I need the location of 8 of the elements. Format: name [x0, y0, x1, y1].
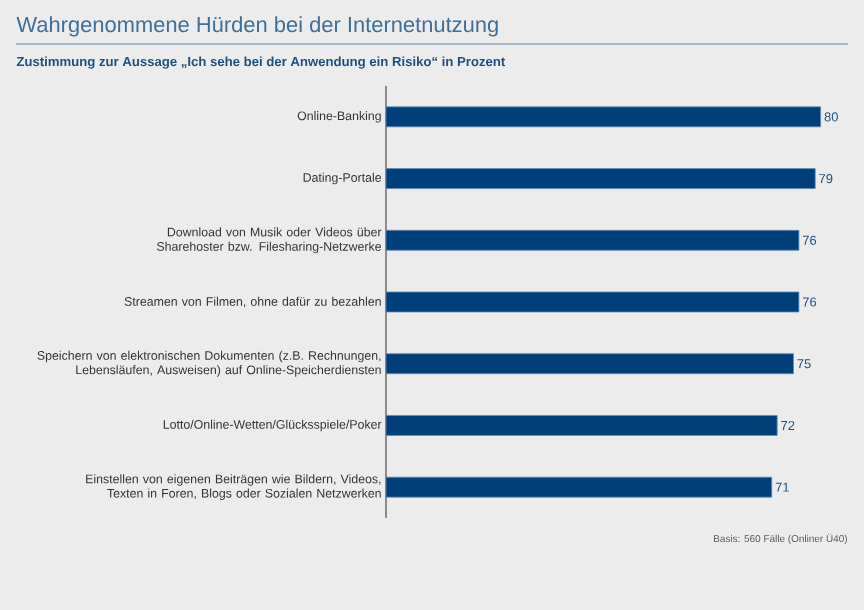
bar	[385, 415, 778, 436]
bar	[385, 476, 773, 498]
chart-title: Wahrgenommene Hürden bei der Internetnutzung	[16, 16, 498, 37]
bar	[385, 353, 794, 375]
bar	[385, 291, 800, 313]
bar	[385, 168, 816, 189]
bar	[385, 106, 822, 128]
bar	[385, 229, 800, 251]
